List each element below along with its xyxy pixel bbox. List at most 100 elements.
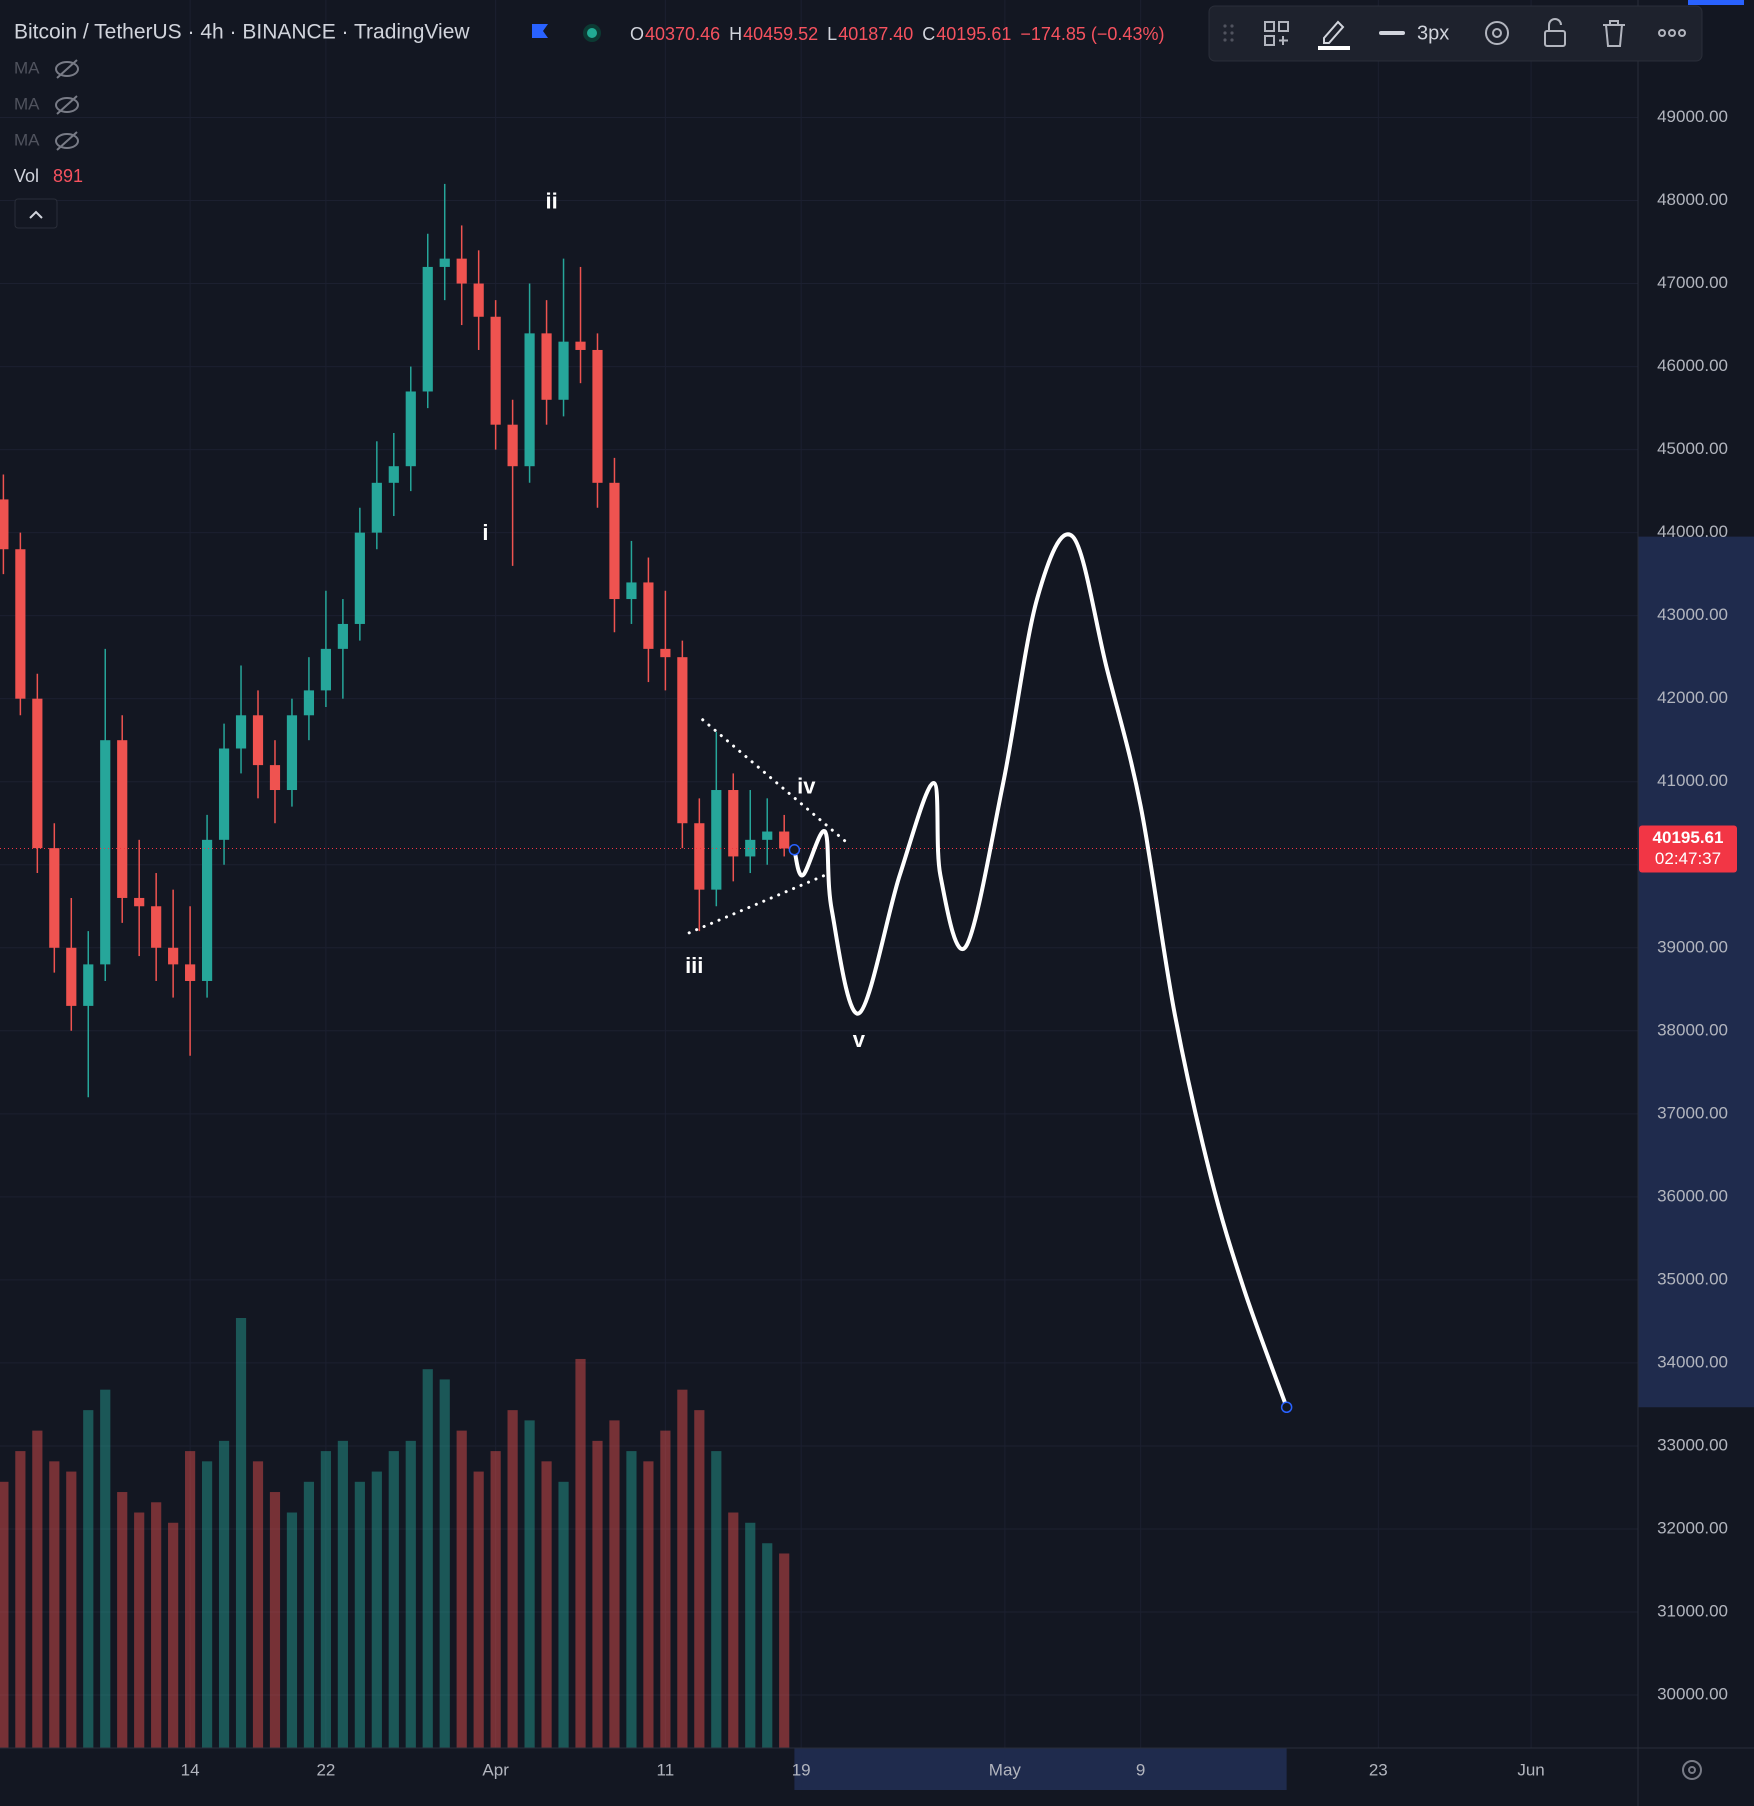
settings-icon[interactable]	[1485, 21, 1509, 45]
candle-body	[185, 964, 196, 981]
time-axis-settings[interactable]	[1682, 1760, 1702, 1780]
volume-bar	[643, 1461, 654, 1748]
volume-bar	[422, 1369, 433, 1748]
volume-bar	[660, 1430, 671, 1748]
ohlc-label: H	[729, 24, 742, 44]
volume-bar	[558, 1481, 569, 1748]
collapse-chevron	[29, 210, 43, 219]
y-tick-label: 49000.00	[1657, 107, 1728, 126]
candle-body	[117, 740, 128, 898]
ohlc-label: O	[630, 24, 644, 44]
price-tag	[1639, 825, 1737, 873]
volume-bar	[728, 1512, 739, 1748]
eye-slash	[56, 131, 78, 151]
candle-body	[558, 341, 569, 400]
candle-body	[422, 266, 433, 392]
candle-body	[0, 499, 9, 550]
wave-label: i	[482, 520, 488, 545]
candle-body	[235, 715, 247, 749]
volume-bar	[388, 1451, 399, 1748]
candle-body	[269, 765, 281, 791]
hidden-eye-icon[interactable]	[55, 59, 79, 79]
y-tick-label: 30000.00	[1657, 1685, 1728, 1704]
candle-body	[151, 906, 162, 948]
y-tick-label: 47000.00	[1657, 273, 1728, 292]
change-value: −174.85 (−0.43%)	[1020, 24, 1164, 44]
candle-body	[32, 698, 43, 849]
ohlc-value: 40370.46	[645, 24, 720, 44]
volume-bar	[779, 1553, 790, 1748]
wave-label: iii	[685, 953, 703, 978]
volume-pane	[0, 1318, 790, 1748]
line-color-button[interactable]	[1318, 20, 1350, 50]
x-tick-label: Jun	[1517, 1760, 1544, 1779]
volume-bar	[15, 1451, 26, 1748]
y-tick-label: 43000.00	[1657, 605, 1728, 624]
delete-icon[interactable]	[1603, 20, 1625, 47]
candle-body	[303, 690, 315, 716]
volume-bar	[218, 1440, 230, 1748]
gear-outer	[1682, 1760, 1702, 1780]
line-width-label[interactable]: 3px	[1417, 22, 1449, 44]
y-tick-label: 45000.00	[1657, 439, 1728, 458]
candle-body	[49, 848, 60, 948]
eye-slash	[56, 95, 78, 115]
drawing-handle[interactable]	[788, 844, 801, 856]
candle-body	[320, 648, 331, 691]
forecast-path[interactable]	[792, 532, 1289, 1410]
indicator-name: MA	[14, 58, 40, 77]
eye-slash	[56, 59, 78, 79]
volume-bar	[117, 1492, 128, 1748]
price-tag-countdown: 02:47:37	[1655, 849, 1721, 868]
candle-body	[762, 831, 773, 840]
more-icon[interactable]	[1658, 29, 1686, 37]
candle-body	[354, 532, 365, 624]
grip[interactable]	[1223, 24, 1234, 42]
y-tick-label: 44000.00	[1657, 522, 1728, 541]
collapse-button[interactable]	[14, 198, 58, 229]
volume-bar	[507, 1410, 518, 1748]
candle-body	[592, 349, 603, 483]
candle-body	[490, 316, 501, 425]
candle-body	[337, 623, 348, 649]
templates-icon[interactable]	[1264, 21, 1289, 46]
lock-icon[interactable]	[1544, 18, 1566, 47]
volume-bar	[405, 1440, 416, 1748]
volume-bar	[575, 1358, 586, 1748]
y-tick-label: 32000.00	[1657, 1518, 1728, 1537]
x-tick-label: 22	[316, 1760, 335, 1779]
candle-body	[66, 947, 77, 1006]
candle-body	[100, 740, 111, 965]
toolbar-bg	[1208, 5, 1703, 62]
line-style-icon[interactable]	[1379, 31, 1405, 35]
x-tick-label: 14	[181, 1760, 200, 1779]
ohlc-label: L	[827, 24, 837, 44]
hidden-eye-icon[interactable]	[55, 95, 79, 115]
candle-body	[660, 648, 671, 658]
y-tick-label: 41000.00	[1657, 771, 1728, 790]
volume-bar	[286, 1512, 298, 1748]
volume-bar	[252, 1461, 264, 1748]
y-tick-label: 35000.00	[1657, 1269, 1728, 1288]
volume-bar	[151, 1502, 162, 1748]
y-tick-label: 34000.00	[1657, 1352, 1728, 1371]
symbol-title: Bitcoin / TetherUS · 4h · BINANCE · Trad…	[14, 21, 470, 44]
eye-shape	[55, 97, 79, 113]
flag-icon[interactable]	[532, 24, 548, 38]
top-accent	[1688, 0, 1744, 5]
ohlc-label: C	[922, 24, 935, 44]
candle-body	[609, 482, 620, 600]
volume-value: 891	[53, 166, 83, 186]
y-tick-label: 36000.00	[1657, 1186, 1728, 1205]
wave-label: ii	[546, 188, 558, 213]
candle-body	[626, 582, 637, 600]
drawing-handle[interactable]	[1280, 1401, 1293, 1414]
hidden-eye-icon[interactable]	[55, 131, 79, 151]
candle-body	[15, 549, 26, 699]
candle-body	[677, 657, 688, 824]
volume-label: Vol	[14, 166, 39, 186]
volume-bar	[185, 1451, 196, 1748]
volume-bar	[694, 1410, 705, 1748]
y-tick-label: 37000.00	[1657, 1103, 1728, 1122]
